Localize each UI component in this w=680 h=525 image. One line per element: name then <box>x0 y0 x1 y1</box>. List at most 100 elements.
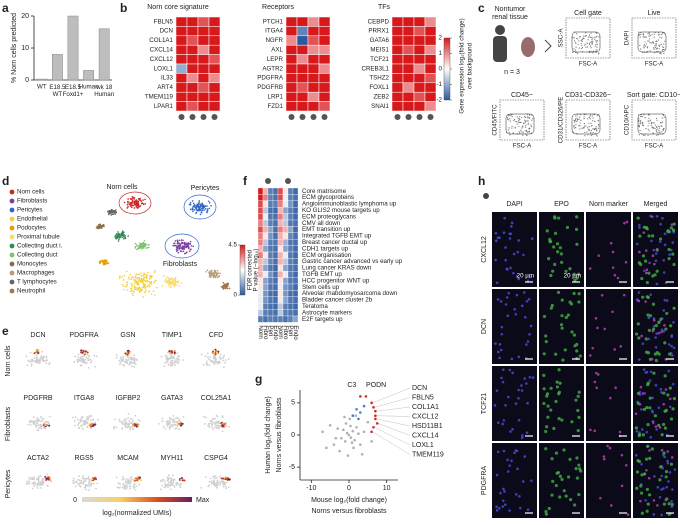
cell-dot <box>174 427 177 430</box>
event-dot <box>655 131 658 133</box>
event-dot <box>581 38 583 41</box>
heat-cell <box>262 277 269 285</box>
cell-dot <box>198 207 200 209</box>
cell-dot <box>34 360 36 363</box>
cell-dot <box>171 362 174 364</box>
event-dot <box>654 45 656 47</box>
event-dot <box>583 116 585 118</box>
row-label: Core matrisome <box>302 188 347 195</box>
event-dot <box>527 117 529 119</box>
expr-dot <box>36 348 39 351</box>
event-dot <box>589 34 591 36</box>
heat-cell <box>424 35 437 46</box>
event-dot <box>661 33 663 36</box>
cell-dot <box>216 272 218 275</box>
row-label: CDH1 targets up <box>302 245 349 252</box>
cell-dot <box>110 212 112 214</box>
event-dot <box>529 127 531 129</box>
heat-cell <box>391 26 404 37</box>
cell-dot <box>212 421 215 424</box>
heat-cell <box>402 44 415 55</box>
expr-dot <box>126 353 129 356</box>
stain <box>668 471 672 474</box>
stain <box>644 225 649 230</box>
stain <box>512 252 516 256</box>
cell-dot <box>176 481 179 484</box>
cell-dot <box>119 420 121 423</box>
heat-cell <box>272 277 279 285</box>
expr-dot <box>181 479 184 482</box>
row-label: Fibroblasts <box>5 406 12 441</box>
species-icon <box>427 114 434 120</box>
stain <box>667 343 671 346</box>
expr-dot <box>48 424 51 427</box>
event-dot <box>508 119 510 121</box>
cell-dot <box>131 283 133 286</box>
stain <box>647 337 651 341</box>
event-dot <box>516 116 518 118</box>
cell-dot <box>198 203 200 206</box>
heat-cell <box>318 54 331 65</box>
event-dot <box>638 34 641 36</box>
cell-dot <box>165 360 168 363</box>
heat-cell <box>285 54 298 65</box>
heat-cell <box>208 35 221 46</box>
cell-dot <box>172 418 175 421</box>
stain <box>655 428 658 431</box>
heat-cell <box>282 315 289 323</box>
cell-dot <box>200 208 202 210</box>
point-label: PODN <box>366 382 386 389</box>
heat-cell <box>267 219 274 227</box>
event-dot <box>645 43 648 45</box>
heat-cell <box>208 16 221 27</box>
event-dot <box>661 49 663 51</box>
flow-plot <box>499 99 545 141</box>
cell-dot <box>140 275 143 277</box>
cell-dot <box>120 234 123 237</box>
cell-dot <box>123 419 126 422</box>
stain <box>647 476 651 480</box>
cell-dot <box>116 486 119 489</box>
species-icon <box>211 114 218 120</box>
event-dot <box>652 47 655 49</box>
cell-dot <box>169 286 172 288</box>
stain <box>668 405 672 409</box>
legend-swatch <box>9 270 15 276</box>
cell-dot <box>218 421 220 424</box>
heat-cell <box>175 91 188 102</box>
cell-dot <box>25 482 28 485</box>
cell-dot <box>203 209 206 211</box>
stain <box>506 314 510 318</box>
cell-dot <box>38 475 40 478</box>
event-dot <box>658 44 660 46</box>
cell-dot <box>48 415 51 418</box>
event-dot <box>661 125 663 127</box>
event-dot <box>590 134 592 137</box>
stain <box>620 453 624 457</box>
cell-dot <box>133 359 135 362</box>
cell-dot <box>226 283 229 286</box>
stain <box>507 291 511 295</box>
cell-dot <box>123 201 126 204</box>
cell-dot <box>162 425 165 428</box>
stain <box>542 401 546 406</box>
cell-dot <box>88 478 91 480</box>
cell-dot <box>208 202 211 204</box>
cell-dot <box>79 419 82 421</box>
stain <box>552 245 556 249</box>
cell-dot <box>213 274 216 276</box>
stain <box>544 429 548 434</box>
stain <box>624 463 628 467</box>
heat-cell <box>282 264 289 272</box>
heat-cell <box>277 303 284 310</box>
stain <box>542 352 546 356</box>
heat-cell <box>272 283 279 291</box>
cell-dot <box>111 210 113 213</box>
x-axis-label: Mouse log₂(fold change) <box>311 497 387 504</box>
row-label: Angioimmunoblastic lymphoma up <box>302 201 397 208</box>
stain <box>611 310 614 314</box>
event-dot <box>527 120 529 122</box>
cell-dot <box>208 484 211 487</box>
gene-label: MYH11 <box>161 455 184 462</box>
event-dot <box>531 119 533 121</box>
